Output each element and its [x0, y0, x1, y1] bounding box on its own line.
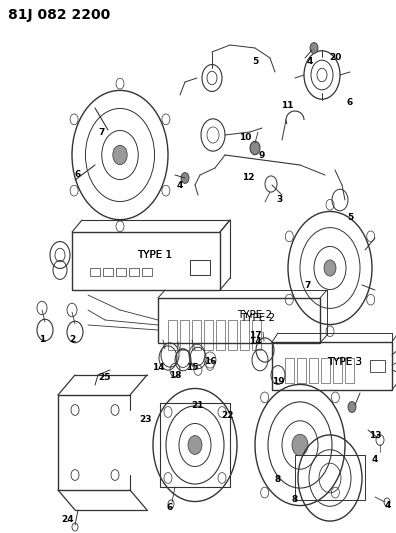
Text: 7: 7 — [305, 280, 311, 289]
Text: 4: 4 — [385, 500, 391, 510]
Bar — [272, 342, 392, 390]
Bar — [321, 358, 330, 383]
Bar — [228, 320, 237, 350]
Bar — [216, 320, 225, 350]
Text: 20: 20 — [329, 53, 341, 62]
Text: TYPE 1: TYPE 1 — [137, 250, 173, 260]
Bar — [190, 260, 210, 275]
Bar — [285, 358, 294, 383]
Text: 4: 4 — [307, 58, 313, 67]
Text: 6: 6 — [75, 171, 81, 180]
Bar — [204, 320, 213, 350]
Bar — [192, 320, 201, 350]
Text: 4: 4 — [177, 181, 183, 190]
Text: 8: 8 — [292, 496, 298, 505]
Text: TYPE 3: TYPE 3 — [327, 357, 363, 367]
Bar — [72, 232, 220, 290]
Circle shape — [113, 146, 127, 165]
Circle shape — [181, 173, 189, 183]
Text: TYPE 3: TYPE 3 — [327, 357, 363, 367]
Text: 16: 16 — [204, 358, 216, 367]
Bar — [240, 320, 249, 350]
Text: 12: 12 — [242, 174, 254, 182]
Text: 25: 25 — [99, 374, 111, 383]
Text: 2: 2 — [69, 335, 75, 344]
Text: 24: 24 — [62, 515, 74, 524]
Bar — [168, 320, 177, 350]
Text: 10: 10 — [239, 133, 251, 142]
Text: 7: 7 — [99, 128, 105, 138]
Bar — [333, 358, 342, 383]
Bar — [129, 268, 139, 276]
Text: 81J 082 2200: 81J 082 2200 — [8, 8, 110, 22]
Bar — [90, 268, 100, 276]
Bar — [297, 358, 306, 383]
Bar — [309, 358, 318, 383]
Text: TYPE 2: TYPE 2 — [238, 310, 272, 320]
Text: TYPE 2: TYPE 2 — [240, 313, 276, 323]
Circle shape — [310, 43, 318, 53]
Text: 15: 15 — [186, 364, 198, 373]
Text: 11: 11 — [281, 101, 293, 109]
Text: 6: 6 — [167, 504, 173, 513]
Circle shape — [348, 402, 356, 413]
Text: 17: 17 — [249, 330, 261, 340]
Text: 23: 23 — [139, 416, 151, 424]
Text: 19: 19 — [272, 377, 284, 386]
Bar — [142, 268, 152, 276]
Text: 21: 21 — [192, 400, 204, 409]
Circle shape — [250, 141, 260, 155]
Text: 6: 6 — [347, 98, 353, 107]
Text: 22: 22 — [222, 410, 234, 419]
Text: 1: 1 — [39, 335, 45, 344]
Text: 13: 13 — [369, 431, 381, 440]
Bar — [158, 298, 320, 343]
Bar — [252, 320, 261, 350]
Text: 18: 18 — [169, 370, 181, 379]
Text: 5: 5 — [252, 58, 258, 67]
Text: 5: 5 — [347, 214, 353, 222]
Text: TYPE 1: TYPE 1 — [137, 250, 173, 260]
Circle shape — [324, 260, 336, 276]
Text: 4: 4 — [372, 456, 378, 464]
Bar — [116, 268, 126, 276]
Text: 14: 14 — [152, 364, 164, 373]
Circle shape — [292, 434, 308, 456]
Bar — [103, 268, 113, 276]
Text: 8: 8 — [275, 475, 281, 484]
Circle shape — [188, 435, 202, 455]
Bar — [345, 358, 354, 383]
Bar — [370, 360, 385, 372]
Bar — [180, 320, 189, 350]
Text: 9: 9 — [259, 150, 265, 159]
Text: 3: 3 — [277, 196, 283, 205]
Text: 14: 14 — [249, 337, 261, 346]
